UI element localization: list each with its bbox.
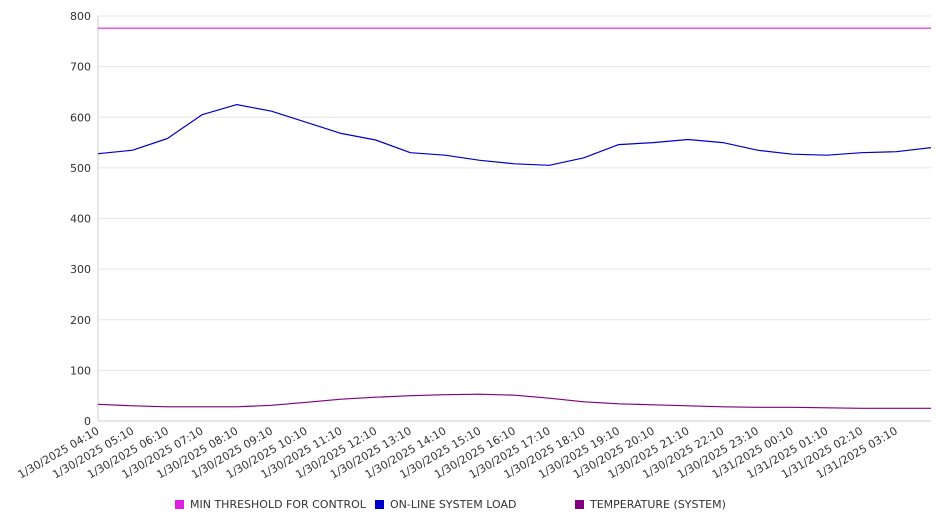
y-tick-label: 200 xyxy=(70,314,91,327)
series-lines xyxy=(97,27,932,409)
y-tick-label: 0 xyxy=(84,415,91,428)
series-line-on-line-system-load xyxy=(97,103,932,166)
legend-label-temperature-system: TEMPERATURE (SYSTEM) xyxy=(590,498,726,511)
legend-label-min-threshold: MIN THRESHOLD FOR CONTROL xyxy=(190,498,366,511)
y-tick-label: 500 xyxy=(70,162,91,175)
legend-swatch-min-threshold xyxy=(175,500,184,509)
y-axis: 0 100 200 300 400 500 600 700 800 xyxy=(70,10,99,428)
series-line-temperature-system xyxy=(97,393,931,409)
y-tick-label: 100 xyxy=(70,364,91,377)
y-tick-label: 600 xyxy=(70,111,91,124)
legend-swatch-temperature-system xyxy=(575,500,584,509)
y-tick-label: 700 xyxy=(70,61,91,74)
legend: MIN THRESHOLD FOR CONTROL ON-LINE SYSTEM… xyxy=(0,496,946,516)
line-chart: 0 100 200 300 400 500 600 700 800 1/30/2025 04:1… xyxy=(16,10,932,481)
x-axis: 1/30/2025 04:101/30/2025 05:101/30/2025 … xyxy=(16,420,931,481)
legend-label-online-system-load: ON-LINE SYSTEM LOAD xyxy=(390,498,517,511)
legend-item-temperature-system[interactable]: TEMPERATURE (SYSTEM) xyxy=(575,498,726,511)
y-tick-label: 800 xyxy=(70,10,91,23)
y-tick-label: 400 xyxy=(70,213,91,226)
gridlines xyxy=(98,15,931,371)
legend-item-min-threshold[interactable]: MIN THRESHOLD FOR CONTROL xyxy=(175,498,366,511)
y-tick-label: 300 xyxy=(70,263,91,276)
legend-swatch-online-system-load xyxy=(375,500,384,509)
legend-item-online-system-load[interactable]: ON-LINE SYSTEM LOAD xyxy=(375,498,516,511)
